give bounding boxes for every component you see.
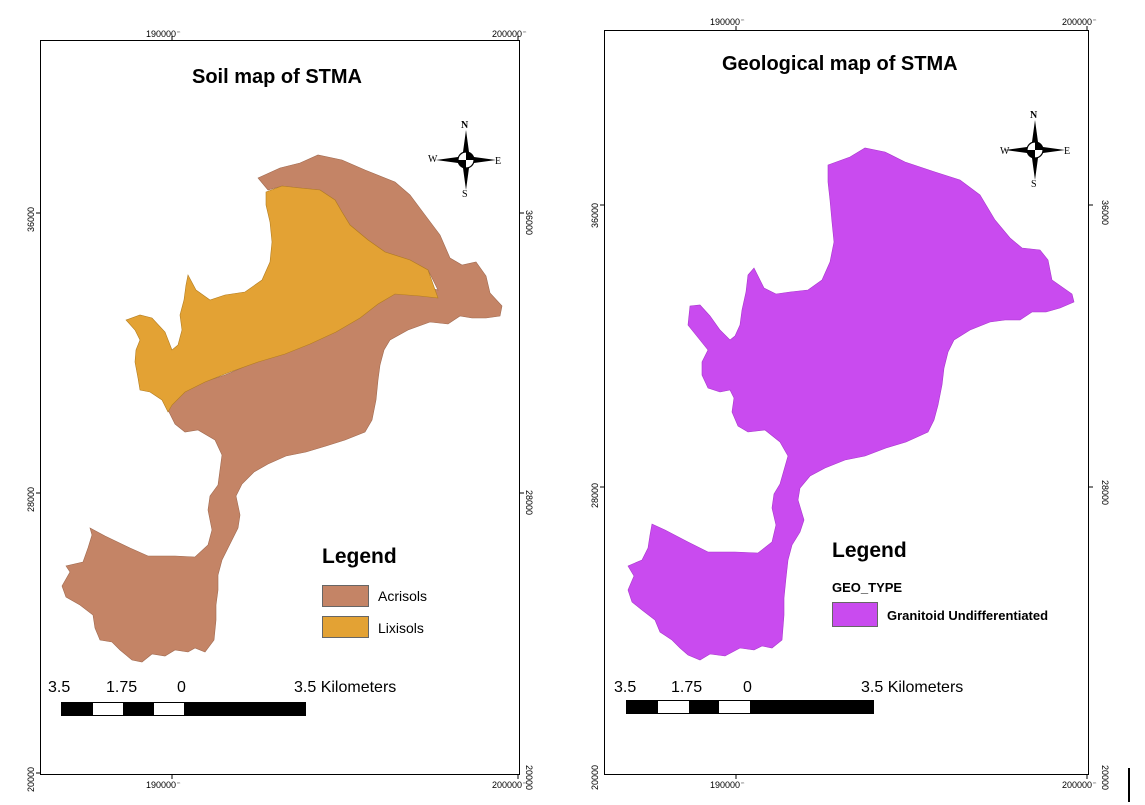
geo-north-arrow: N S W E (997, 110, 1077, 192)
lixisols-label: Lixisols (378, 620, 424, 636)
geo-legend-field: GEO_TYPE (832, 580, 903, 595)
compass-n: N (461, 120, 469, 131)
granitoid-label: Granitoid Undifferentiated (887, 608, 1049, 623)
soil-grid-top-x-2: 200000m (492, 29, 527, 39)
soil-grid-top-x-1: 190000m (146, 29, 181, 39)
soil-scale-label-2: 1.75 (106, 679, 138, 696)
text-cursor (1128, 768, 1130, 802)
compass-w: W (1000, 146, 1010, 157)
compass-s: S (1031, 179, 1037, 190)
geo-grid-top-x-2: 200000m (1062, 17, 1097, 27)
soil-grid-bottom-x-1: 190000m (146, 780, 181, 790)
soil-scale-bar (61, 702, 306, 716)
geo-scale-unit: 3.5 Kilometers (861, 679, 964, 696)
geological-map-area (627, 147, 1075, 661)
lixisols-swatch (322, 616, 369, 638)
geo-grid-bottom-x-1: 190000m (710, 780, 745, 790)
granitoid-swatch (832, 602, 878, 627)
soil-scale-unit: 3.5 Kilometers (294, 679, 397, 696)
acrisols-swatch (322, 585, 369, 607)
compass-e: E (495, 156, 502, 167)
compass-s: S (462, 189, 468, 200)
soil-legend-title: Legend (322, 545, 397, 568)
compass-w: W (428, 154, 438, 165)
geo-scale-bar (626, 700, 874, 714)
geo-grid-bottom-x-2: 200000m (1062, 780, 1097, 790)
geo-grid-ticks (600, 26, 1093, 779)
geo-grid-top-x-1: 190000m (710, 17, 745, 27)
lixisols-polygon (125, 185, 439, 413)
soil-grid-ticks (36, 36, 524, 779)
geo-scale-label-3: 0 (743, 679, 752, 696)
compass-e: E (1064, 146, 1071, 157)
granitoid-polygon (627, 147, 1075, 661)
geo-scale-label-1: 3.5 (614, 679, 637, 696)
geo-scale-label-2: 1.75 (671, 679, 703, 696)
soil-north-arrow: N S W E (428, 120, 508, 202)
soil-map-title: Soil map of STMA (192, 66, 362, 88)
soil-scale-label-3: 0 (177, 679, 186, 696)
compass-n: N (1030, 110, 1038, 121)
soil-scale-label-1: 3.5 (48, 679, 71, 696)
soil-map-frame (40, 40, 520, 775)
soil-grid-bottom-x-2: 200000m (492, 780, 527, 790)
geo-legend-title: Legend (832, 539, 907, 562)
compass-rose-icon (1005, 120, 1065, 180)
geological-map-frame (604, 30, 1089, 775)
geological-map-title: Geological map of STMA (722, 53, 958, 75)
acrisols-label: Acrisols (378, 588, 428, 604)
compass-rose-icon (436, 130, 496, 190)
soil-map-area (61, 154, 503, 663)
